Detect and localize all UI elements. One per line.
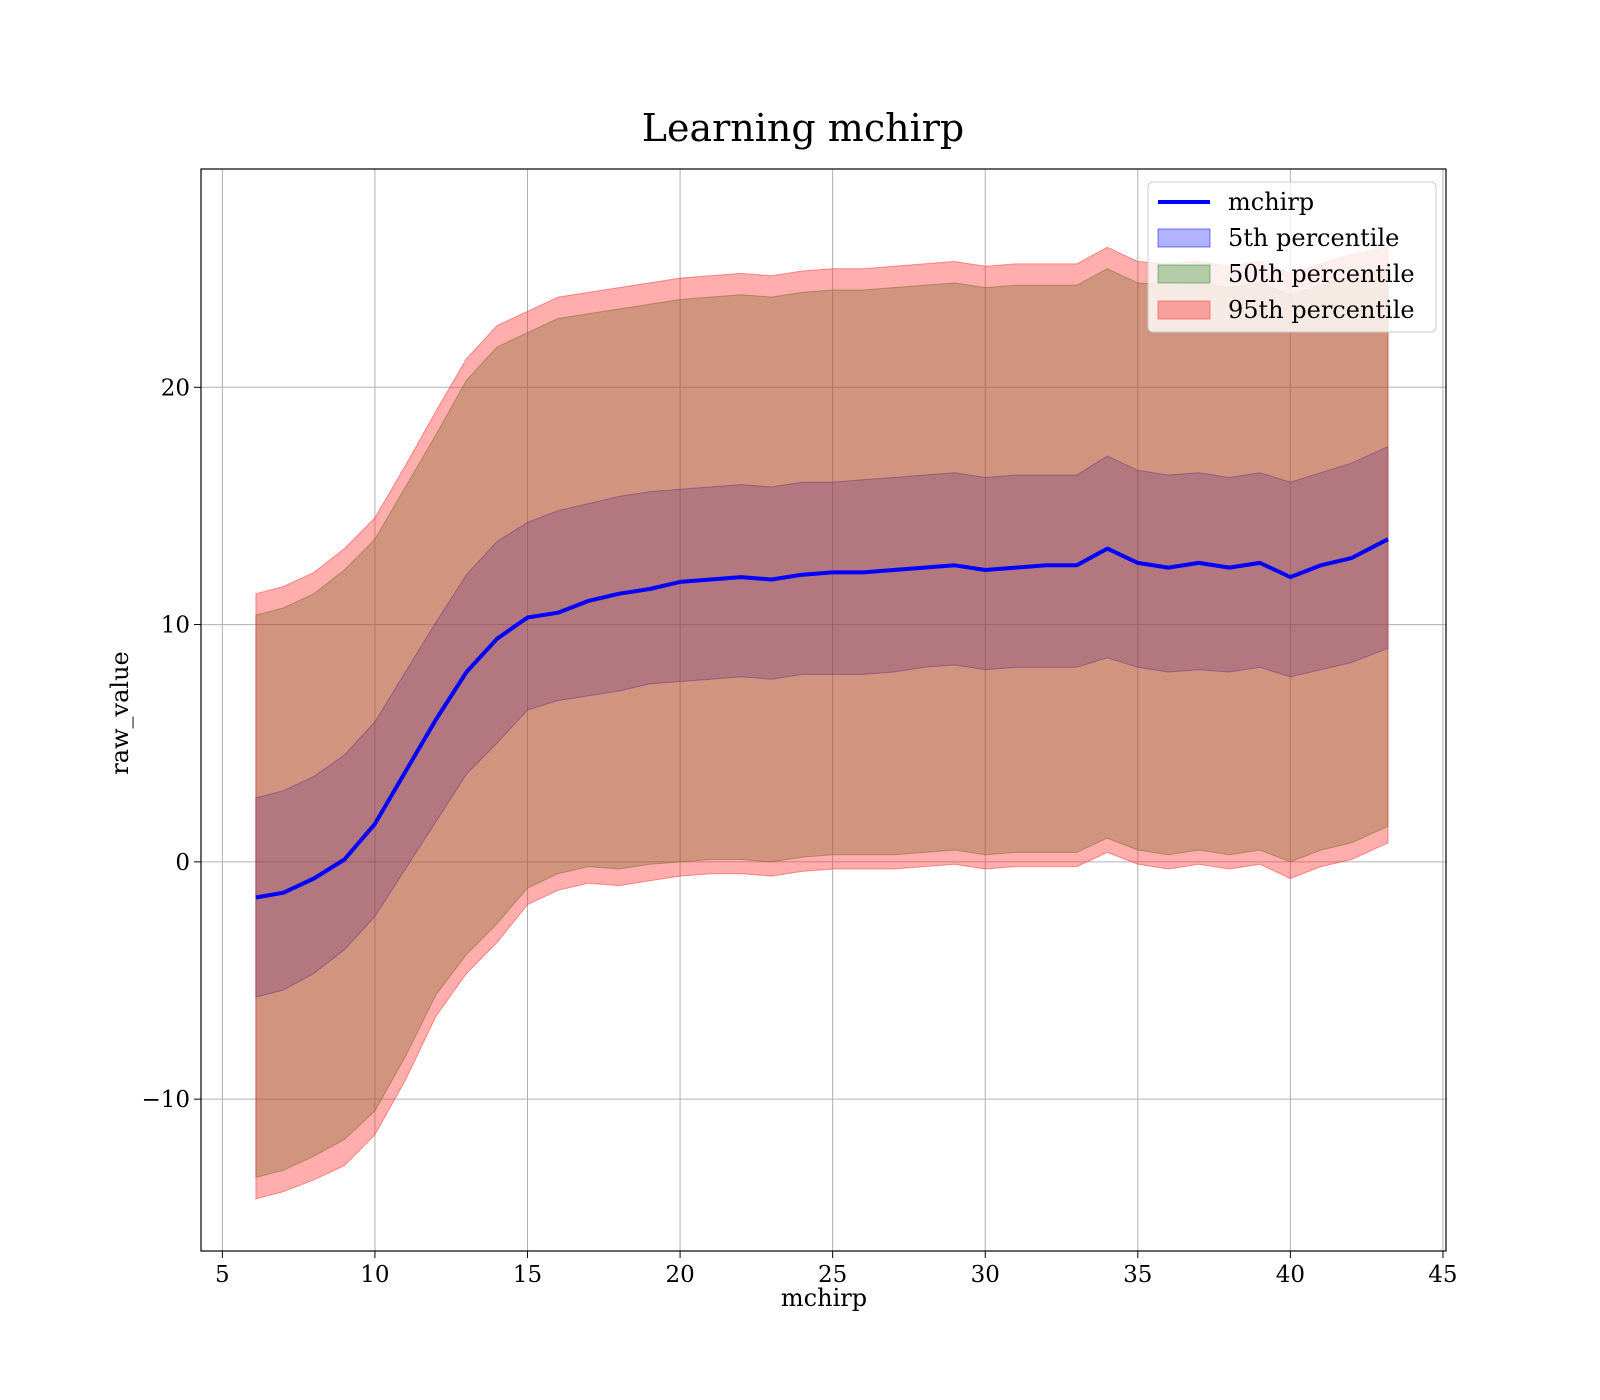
y-tick-label: −10	[141, 1087, 190, 1113]
y-tick-label: 10	[161, 613, 190, 639]
x-tick-label: 5	[215, 1262, 230, 1288]
band-95th-percentile	[255, 246, 1389, 1200]
x-tick-label: 10	[360, 1262, 389, 1288]
x-tick-label: 15	[513, 1262, 542, 1288]
legend-label: 50th percentile	[1228, 260, 1415, 288]
y-axis-label: raw_value	[106, 651, 134, 775]
y-tick-label: 0	[175, 850, 190, 876]
series-line-mchirp	[255, 537, 1389, 900]
x-tick-label: 20	[665, 1262, 694, 1288]
legend-swatch-band	[1157, 300, 1211, 320]
axes-frame	[200, 168, 1447, 1252]
y-tick-label: 20	[161, 375, 190, 401]
legend-swatch-band	[1157, 264, 1211, 284]
plot-area: 5 10 15 20 25 30 35 40 45 −10 0 10 20	[141, 168, 1458, 1288]
x-tick-label: 45	[1428, 1262, 1457, 1288]
legend-label: mchirp	[1228, 188, 1314, 216]
x-tick-label: 30	[971, 1262, 1000, 1288]
x-tick-label: 25	[818, 1262, 847, 1288]
legend: mchirp 5th percentile 50th percentile 95th …	[1147, 181, 1437, 333]
legend-label: 5th percentile	[1228, 224, 1399, 252]
x-axis-label: mchirp	[781, 1284, 867, 1312]
legend-label: 95th percentile	[1228, 296, 1415, 324]
x-tick-label: 35	[1123, 1262, 1152, 1288]
chart-title: Learning mchirp	[642, 106, 964, 150]
x-tick-label: 40	[1276, 1262, 1305, 1288]
legend-box	[1147, 181, 1437, 333]
legend-swatch-band	[1157, 228, 1211, 248]
